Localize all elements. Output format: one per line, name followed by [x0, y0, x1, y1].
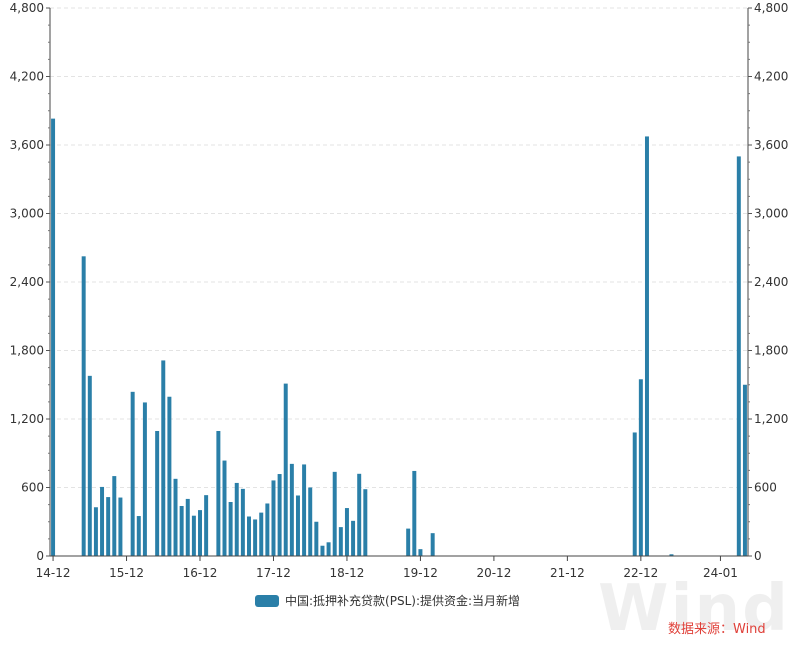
bar — [118, 497, 123, 556]
y-tick-label-right: 3,000 — [754, 207, 788, 221]
x-axis-labels: 14-12 15-12 16-12 17-12 18-12 19-12 20-12 21-12… — [36, 556, 738, 580]
bar — [191, 515, 196, 556]
bar — [173, 478, 178, 556]
x-tick-label: 18-12 — [330, 566, 365, 580]
y-tick-label-right: 4,800 — [754, 1, 788, 15]
bar — [736, 156, 741, 556]
bar — [271, 480, 276, 556]
grid-lines — [50, 7, 748, 488]
bar — [277, 474, 282, 556]
x-tick-label: 24-01 — [703, 566, 738, 580]
bar — [344, 508, 349, 556]
y-tick-label-right: 600 — [754, 481, 777, 495]
bar — [742, 384, 747, 556]
y-tick-label-right: 1,800 — [754, 344, 788, 358]
x-tick-label: 15-12 — [109, 566, 144, 580]
y-tick-label-left: 4,200 — [10, 70, 44, 84]
bar — [155, 430, 160, 556]
bar — [338, 527, 343, 556]
bar — [51, 118, 56, 556]
bar — [412, 470, 417, 556]
bar — [161, 360, 166, 556]
y-tick-label-left: 600 — [21, 481, 44, 495]
bar — [320, 545, 325, 556]
y-tick-label-left: 1,200 — [10, 412, 44, 426]
bar — [351, 520, 356, 556]
bar — [418, 549, 423, 556]
bar — [308, 487, 313, 556]
data-source-note: 数据来源：Wind — [668, 622, 766, 637]
axes — [49, 8, 749, 557]
bar — [430, 533, 435, 556]
y-tick-label-left: 1,800 — [10, 344, 44, 358]
bar-series — [51, 118, 747, 556]
bar — [234, 482, 239, 556]
bar — [87, 375, 92, 556]
legend-swatch — [255, 594, 279, 607]
x-tick-label: 20-12 — [476, 566, 511, 580]
bar — [81, 256, 86, 556]
bar — [289, 463, 294, 556]
bar — [314, 521, 319, 556]
bar — [357, 473, 362, 556]
bar — [106, 497, 111, 556]
bar — [130, 391, 135, 556]
bar — [295, 495, 300, 556]
bar — [632, 432, 637, 556]
bar — [669, 554, 674, 556]
bar — [93, 507, 98, 556]
y-tick-label-right: 4,200 — [754, 70, 788, 84]
bar — [142, 402, 147, 556]
bar — [253, 519, 258, 556]
x-tick-label: 17-12 — [256, 566, 291, 580]
bar — [198, 510, 202, 556]
bar — [216, 430, 221, 556]
x-tick-label: 19-12 — [403, 566, 438, 580]
y-tick-label-right: 2,400 — [754, 275, 788, 289]
bar — [265, 503, 270, 556]
bar — [332, 471, 337, 556]
bar — [179, 505, 184, 556]
y-axis-right-labels: 0 600 1,200 1,800 2,400 3,000 3,600 4,200 4,800 — [748, 1, 788, 563]
bar — [363, 489, 368, 556]
bar — [406, 528, 411, 556]
x-tick-label: 22-12 — [623, 566, 658, 580]
y-tick-label-right: 0 — [754, 549, 762, 563]
y-tick-label-left: 4,800 — [10, 1, 44, 15]
legend-label: 中国:抵押补充贷款(PSL):提供资金:当月新增 — [285, 594, 521, 608]
bar — [167, 396, 172, 556]
y-tick-label-left: 0 — [36, 549, 44, 563]
bar — [240, 488, 245, 556]
x-tick-label: 21-12 — [550, 566, 585, 580]
bar — [136, 516, 141, 556]
x-tick-label: 16-12 — [183, 566, 218, 580]
bar — [222, 460, 227, 556]
y-tick-label-right: 1,200 — [754, 412, 788, 426]
bar — [247, 516, 251, 556]
bar — [302, 464, 307, 556]
bar — [259, 512, 264, 556]
y-tick-label-left: 3,000 — [10, 207, 44, 221]
bar — [185, 498, 190, 556]
bar — [100, 486, 105, 556]
y-tick-label-right: 3,600 — [754, 138, 788, 152]
bar — [112, 476, 117, 556]
y-tick-label-left: 2,400 — [10, 275, 44, 289]
y-axis-left-labels: 0 600 1,200 1,800 2,400 3,000 3,600 4,200 4,800 — [10, 1, 50, 563]
bar — [228, 501, 233, 556]
wind-watermark: Wind — [598, 572, 790, 646]
bar — [204, 495, 209, 556]
bar — [644, 136, 649, 556]
y-tick-label-left: 3,600 — [10, 138, 44, 152]
bar — [283, 383, 288, 556]
x-tick-label: 14-12 — [36, 566, 71, 580]
bar — [638, 379, 643, 556]
bar — [326, 542, 331, 556]
legend[interactable]: 中国:抵押补充贷款(PSL):提供资金:当月新增 — [255, 592, 520, 609]
